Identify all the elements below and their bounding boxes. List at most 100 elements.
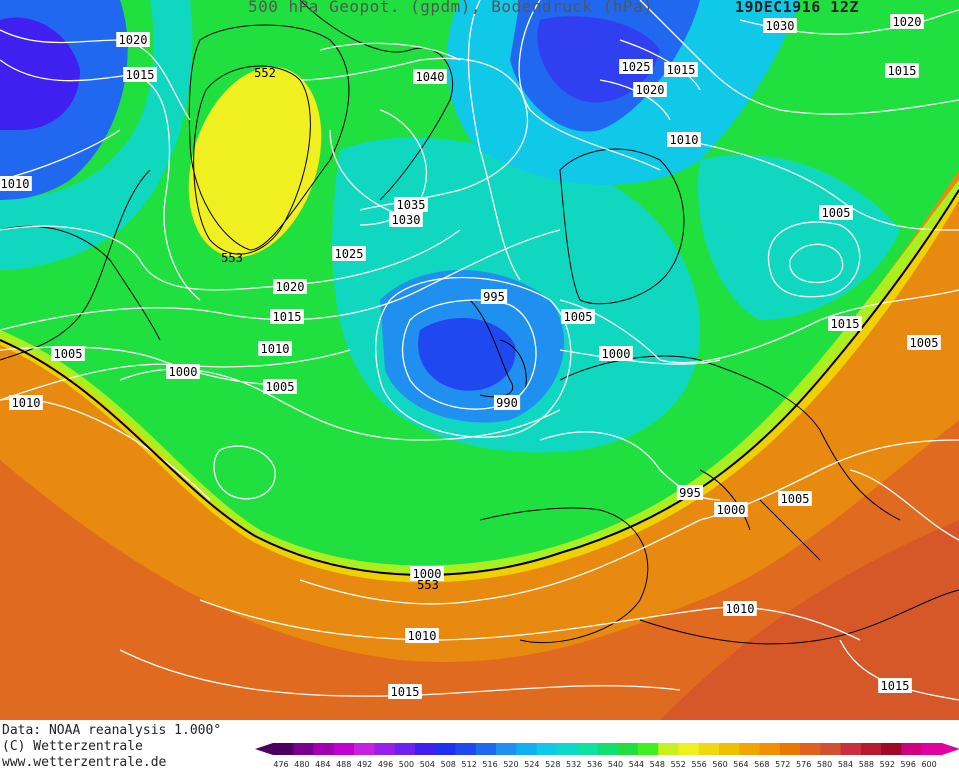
colorbar-tick-label: 576 xyxy=(796,760,811,769)
colorbar-tick-label: 552 xyxy=(671,760,686,769)
isobar-label: 1005 xyxy=(263,379,297,394)
svg-text:1015: 1015 xyxy=(881,679,910,693)
svg-text:995: 995 xyxy=(679,486,701,500)
colorbar-swatch xyxy=(374,743,396,755)
svg-text:1015: 1015 xyxy=(273,310,302,324)
isobar-label: 1010 xyxy=(9,395,43,410)
colorbar-swatch xyxy=(333,743,355,755)
colorbar-tick-label: 596 xyxy=(901,760,916,769)
isobar-label: 1010 xyxy=(723,601,757,616)
isobar-label: 1020 xyxy=(633,82,667,97)
svg-text:1020: 1020 xyxy=(893,15,922,29)
colorbar-swatch xyxy=(435,743,456,755)
colorbar-tick-label: 516 xyxy=(482,760,497,769)
colorbar-swatch xyxy=(577,743,598,755)
height-contour-label: 553 xyxy=(417,578,439,592)
colorbar-tick-label: 572 xyxy=(775,760,790,769)
colorbar-tick-label: 496 xyxy=(378,760,393,769)
colorbar-tick-label: 584 xyxy=(838,760,853,769)
svg-text:1025: 1025 xyxy=(335,247,364,261)
field-yellow-band xyxy=(0,180,959,583)
height-contour-label: 552 xyxy=(254,66,276,80)
svg-text:1030: 1030 xyxy=(392,213,421,227)
colorbar-swatch xyxy=(496,743,517,755)
colorbar-swatch xyxy=(516,743,538,755)
svg-text:1015: 1015 xyxy=(831,317,860,331)
svg-text:1005: 1005 xyxy=(564,310,593,324)
colorbar-tick-label: 488 xyxy=(336,760,351,769)
website-link[interactable]: www.wetterzentrale.de xyxy=(2,755,167,770)
field-deepblue-north xyxy=(537,16,660,103)
height-label-layer: 552 553 553 xyxy=(221,66,439,592)
svg-text:1000: 1000 xyxy=(413,567,442,581)
colorbar-tick-label: 520 xyxy=(503,760,518,769)
colorbar-swatch xyxy=(698,743,720,755)
colorbar-swatch xyxy=(658,743,679,755)
colorbar-legend: 476 480 484 488 492 496 500 504 508 512 516 520 524 5… xyxy=(255,743,959,769)
isobar-label: 1000 xyxy=(410,566,444,581)
svg-text:1015: 1015 xyxy=(667,63,696,77)
colorbar-tick-label: 476 xyxy=(273,760,288,769)
colorbar-swatch xyxy=(475,743,497,755)
colorbar-swatch xyxy=(394,743,416,755)
colorbar-tick-label: 568 xyxy=(754,760,769,769)
svg-text:1020: 1020 xyxy=(636,83,665,97)
colorbar-swatch xyxy=(800,743,821,755)
colorbar-swatch xyxy=(901,743,923,755)
svg-text:1005: 1005 xyxy=(266,380,295,394)
field-deepblue-northwest xyxy=(0,17,80,130)
colorbar-tick-label: 512 xyxy=(462,760,477,769)
colorbar-tick-label: 492 xyxy=(357,760,372,769)
colorbar-swatch xyxy=(840,743,862,755)
colorbar-tick-label: 544 xyxy=(629,760,644,769)
isobar-label: 1015 xyxy=(388,684,422,699)
field-cyan-northwest xyxy=(0,0,193,270)
field-cyan-east xyxy=(698,154,900,320)
isobar-label: 995 xyxy=(480,289,508,304)
svg-text:1040: 1040 xyxy=(416,70,445,84)
colorbar-arrow-right xyxy=(942,743,959,755)
isobar-label: 1015 xyxy=(878,678,912,693)
isobar-label: 1015 xyxy=(828,316,862,331)
isobar-label: 1015 xyxy=(664,62,698,77)
colorbar-tick-label: 528 xyxy=(545,760,560,769)
colorbar-swatch xyxy=(860,743,882,755)
colorbar-tick-label: 536 xyxy=(587,760,602,769)
data-source-text: Data: NOAA reanalysis 1.000° xyxy=(2,723,222,738)
svg-text:1020: 1020 xyxy=(276,280,305,294)
chart-title: 500 hPa Geopot. (gpdm), Bodendruck (hPa) xyxy=(248,0,654,16)
isobar-label: 1025 xyxy=(332,246,366,261)
colorbar-tick-label: 548 xyxy=(650,760,665,769)
colorbar-swatch xyxy=(455,743,477,755)
svg-text:990: 990 xyxy=(496,396,518,410)
colorbar-tick-label: 560 xyxy=(712,760,727,769)
colorbar-swatch xyxy=(617,743,639,755)
isobar-label: 1010 xyxy=(0,176,32,191)
colorbar-tick-label: 508 xyxy=(441,760,456,769)
isobar-label: 1030 xyxy=(763,18,797,33)
isobar-label: 1020 xyxy=(116,32,150,47)
isobars xyxy=(0,0,959,701)
isobar-label: 1005 xyxy=(907,335,941,350)
colorbar-tick-label: 556 xyxy=(691,760,706,769)
isobar-label: 1005 xyxy=(561,309,595,324)
height-contour-label: 553 xyxy=(221,251,243,265)
copyright-text: (C) Wetterzentrale xyxy=(2,739,143,754)
svg-text:1025: 1025 xyxy=(622,60,651,74)
field-orange-south xyxy=(0,170,959,720)
colorbar-tick-label: 580 xyxy=(817,760,832,769)
svg-text:1010: 1010 xyxy=(1,177,30,191)
colorbar-tick-label: 588 xyxy=(859,760,874,769)
colorbar-swatch xyxy=(759,743,781,755)
isobar-label: 1000 xyxy=(714,502,748,517)
isobar-label: 1015 xyxy=(885,63,919,78)
field-deepblue-low xyxy=(418,318,516,391)
svg-text:1015: 1015 xyxy=(391,685,420,699)
svg-text:1010: 1010 xyxy=(261,342,290,356)
coastlines xyxy=(0,0,959,645)
colorbar-swatch xyxy=(678,743,700,755)
isobar-label: 1020 xyxy=(273,279,307,294)
colorbar-swatch xyxy=(597,743,619,755)
colorbar-tick-label: 500 xyxy=(399,760,414,769)
